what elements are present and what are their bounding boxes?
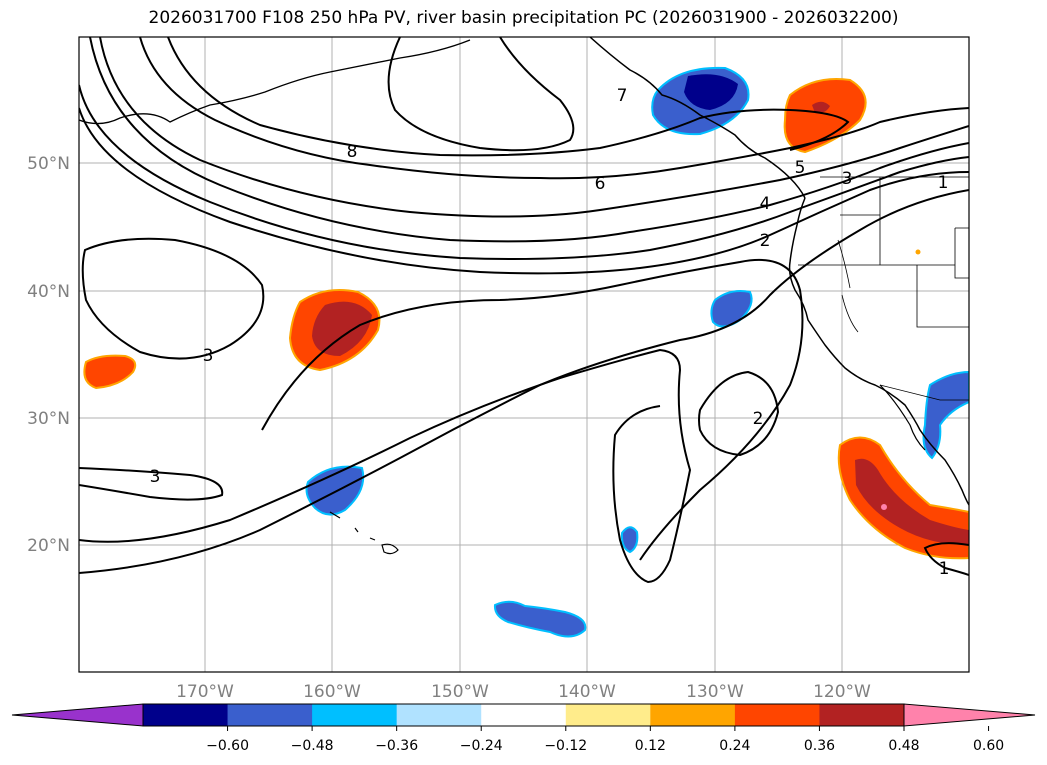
precip-blob-baja-core <box>855 458 969 545</box>
contour-label: 7 <box>617 86 628 106</box>
colorbar-tick-label: −0.36 <box>375 738 418 754</box>
colorbar-cell <box>819 704 905 726</box>
map-panel: 8 7 6 5 4 3 2 1 3 3 2 1 <box>78 36 970 673</box>
border-states <box>798 177 969 328</box>
map-title: 2026031700 F108 250 hPa PV, river basin … <box>148 8 899 28</box>
colorbar-tick-label: 0.24 <box>719 738 750 754</box>
precip-blob-nevada <box>915 249 921 255</box>
lon-label: 160°W <box>303 682 361 702</box>
colorbar: −0.60 −0.48 −0.36 −0.24 −0.12 0.12 0.24 0.36 0.4… <box>11 703 1036 754</box>
lon-label: 170°W <box>176 682 234 702</box>
coastline-alaska <box>589 37 806 199</box>
coastline-baja <box>879 384 926 451</box>
contour-label: 1 <box>938 173 949 193</box>
contour-label: 8 <box>347 142 358 162</box>
colorbar-cell <box>565 704 651 726</box>
pv-contour-6 <box>99 37 969 218</box>
colorbar-extend-min <box>11 703 144 727</box>
coastline-hawaii <box>329 511 399 555</box>
precip-blob-central-pacific-core <box>312 301 372 356</box>
precip-blob-mexico <box>922 370 969 460</box>
colorbar-tick-label: −0.60 <box>206 738 249 754</box>
contour-label: 3 <box>150 467 161 487</box>
colorbar-cell <box>312 704 398 726</box>
pv-contour-1-south <box>923 542 969 576</box>
precip-blob-hawaii-west <box>83 354 137 390</box>
longitude-labels: 170°W 160°W 150°W 140°W 130°W 120°W <box>176 682 871 702</box>
colorbar-cell <box>227 704 313 726</box>
pv-contour-5 <box>89 37 969 243</box>
pv-contour-4 <box>79 84 969 260</box>
colorbar-extend-max <box>903 703 1036 727</box>
pv-contour-3 <box>79 107 969 275</box>
colorbar-cell <box>650 704 736 726</box>
pv-contour-8 <box>139 37 969 180</box>
colorbar-tick-label: 0.12 <box>635 738 666 754</box>
precip-blob-hawaii <box>305 465 365 516</box>
pv-contour-1 <box>79 189 969 574</box>
colorbar-tick-label: 0.60 <box>973 738 1004 754</box>
colorbar-cell <box>143 704 229 726</box>
colorbar-tick-label: 0.36 <box>804 738 835 754</box>
contour-labels: 8 7 6 5 4 3 2 1 3 3 2 1 <box>150 86 950 579</box>
contour-label: 1 <box>939 559 950 579</box>
pv-contour-2 <box>79 348 692 584</box>
colorbar-frame <box>142 703 905 727</box>
pv-contour-3-south <box>79 467 224 501</box>
contour-label: 4 <box>760 194 771 214</box>
coastlines <box>79 37 969 555</box>
lat-label: 50°N <box>27 154 70 174</box>
border-us-mexico <box>879 384 969 401</box>
coastline-west-coast <box>788 197 969 506</box>
lon-label: 130°W <box>686 682 744 702</box>
contour-label: 6 <box>595 174 606 194</box>
pv-contour-7 <box>167 37 850 157</box>
colorbar-tick-label: 0.48 <box>888 738 919 754</box>
colorbar-tick-label: −0.24 <box>460 738 503 754</box>
precip-blob-baja-peak <box>881 504 887 510</box>
latitude-labels: 50°N 40°N 30°N 20°N <box>27 154 70 556</box>
precip-blob-south <box>493 600 587 638</box>
pv-contour-8-closed <box>387 37 575 152</box>
lat-label: 20°N <box>27 536 70 556</box>
lon-label: 120°W <box>813 682 871 702</box>
contour-label: 2 <box>760 231 771 251</box>
colorbar-tick-label: −0.48 <box>291 738 334 754</box>
pv-contour-2-loop <box>261 258 804 561</box>
lon-label: 140°W <box>558 682 616 702</box>
coastline-aleutians <box>79 39 471 125</box>
map-frame <box>78 36 970 673</box>
pv-contour-2-closed <box>698 370 780 457</box>
contour-label: 3 <box>842 169 853 189</box>
colorbar-cell <box>481 704 567 726</box>
colorbar-ticks: −0.60 −0.48 −0.36 −0.24 −0.12 0.12 0.24 0.36 0.4… <box>206 726 1004 754</box>
borders <box>798 176 969 401</box>
colorbar-cell <box>396 704 482 726</box>
colorbar-cell <box>734 704 820 726</box>
precip-blob-gulf-alaska-core <box>684 74 738 110</box>
lat-label: 40°N <box>27 282 70 302</box>
lon-label: 150°W <box>431 682 489 702</box>
pv-contours <box>79 37 969 584</box>
colorbar-tick-label: −0.12 <box>544 738 587 754</box>
lat-label: 30°N <box>27 409 70 429</box>
colorbar-cells <box>143 704 905 726</box>
contour-label: 5 <box>795 158 806 178</box>
contour-label: 2 <box>753 409 764 429</box>
precip-blob-small <box>620 526 639 554</box>
precip-blob-pacific-northwest-core <box>812 101 830 114</box>
contour-label: 3 <box>203 346 214 366</box>
precip-positive <box>83 78 969 560</box>
pv-contour-3-closed <box>81 237 265 360</box>
